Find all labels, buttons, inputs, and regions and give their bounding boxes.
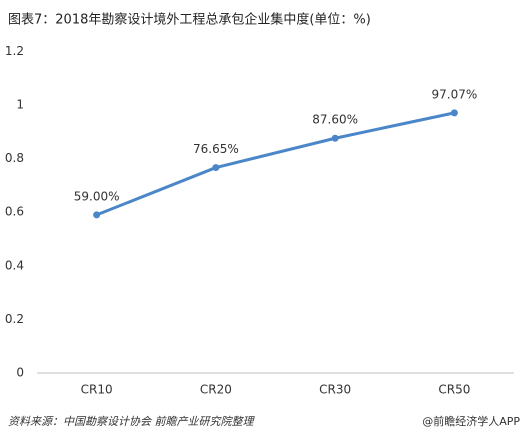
y-tick-label: 0 xyxy=(16,366,24,380)
point xyxy=(93,211,101,219)
value-label: 59.00% xyxy=(74,189,120,203)
value-label: 76.65% xyxy=(193,142,239,156)
value-label: 87.60% xyxy=(312,113,358,127)
point xyxy=(212,164,220,172)
y-tick-label: 1.2 xyxy=(5,44,24,58)
x-tick-label: CR30 xyxy=(319,383,351,397)
y-tick-label: 0.6 xyxy=(5,205,24,219)
y-tick-label: 0.4 xyxy=(5,258,24,272)
credit: @前瞻经济学人APP xyxy=(422,414,520,428)
y-tick-label: 1 xyxy=(16,98,24,112)
y-tick-label: 0.2 xyxy=(5,312,24,326)
y-tick-label: 0.8 xyxy=(5,151,24,165)
x-tick-label: CR50 xyxy=(438,383,470,397)
point xyxy=(331,134,339,142)
source-note: 资料来源：中国勘察设计协会 前瞻产业研究院整理 xyxy=(8,415,255,428)
point xyxy=(450,109,458,117)
x-tick-label: CR20 xyxy=(200,383,232,397)
line xyxy=(96,111,455,217)
value-label: 97.07% xyxy=(431,87,477,101)
x-tick-label: CR10 xyxy=(81,383,113,397)
chart-title: 图表7：2018年勘察设计境外工程总承包企业集中度(单位：%) xyxy=(8,12,371,28)
